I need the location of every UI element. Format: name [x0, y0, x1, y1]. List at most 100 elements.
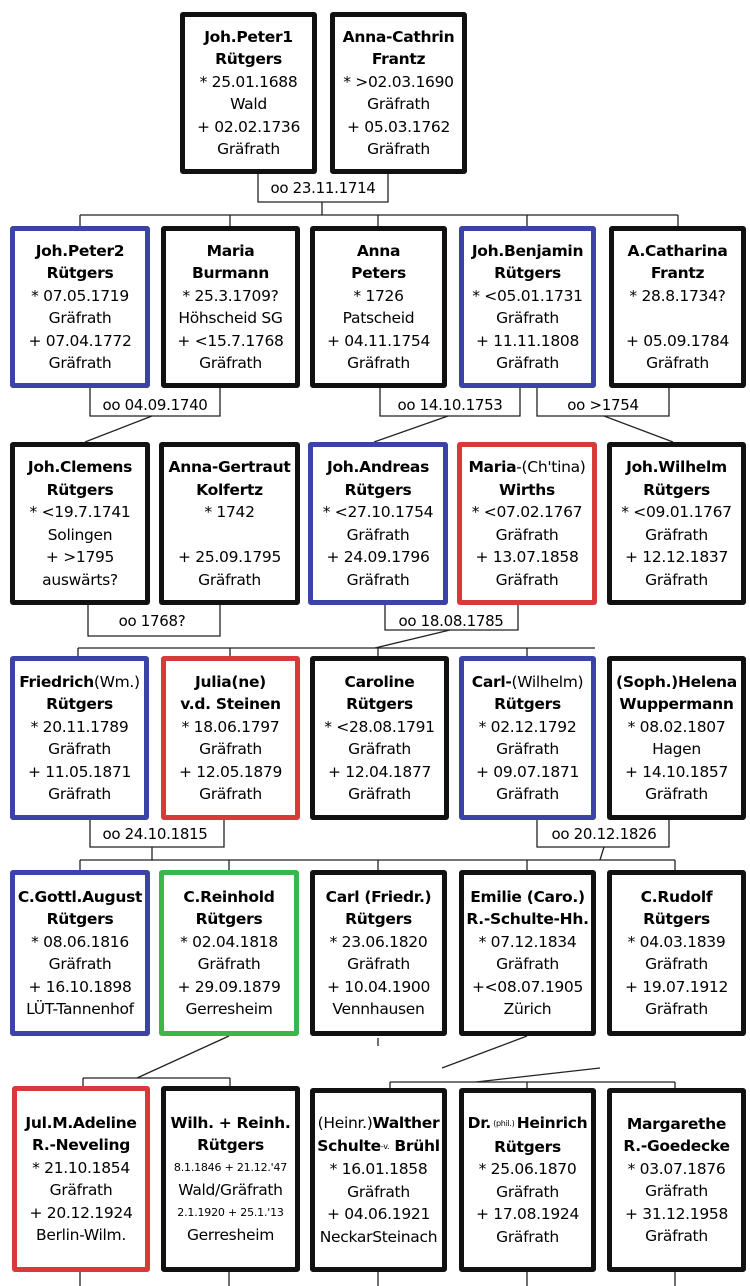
- person-card: Emilie (Caro.) R.-Schulte-Hh. * 07.12.18…: [459, 870, 596, 1036]
- person-detail: Gräfrath: [496, 955, 559, 973]
- person-detail: * 25.3.1709?: [182, 286, 279, 305]
- person-name: Wuppermann: [619, 695, 734, 713]
- person-detail: * <27.10.1754: [322, 503, 434, 521]
- marriage-label: oo 14.10.1753: [397, 396, 503, 414]
- person-detail: Wald: [230, 95, 267, 113]
- person-card: Friedrich(Wm.) Rütgers * 20.11.1789 Gräf…: [10, 656, 149, 820]
- person-card: Carl (Friedr.) Rütgers * 23.06.1820 Gräf…: [310, 870, 447, 1036]
- person-name: Rütgers: [643, 910, 710, 928]
- person-name: Margarethe: [626, 1114, 727, 1133]
- person-detail: * 08.02.1807: [627, 717, 726, 736]
- person-card: Carl-(Wilhelm) Rütgers * 02.12.1792 Gräf…: [459, 656, 596, 820]
- person-name: Burmann: [191, 264, 270, 282]
- person-detail: + >1795: [45, 548, 115, 566]
- person-detail: + 12.04.1877: [327, 762, 432, 781]
- person-detail: * 18.06.1797: [181, 717, 280, 736]
- person-detail: Gräfrath: [48, 955, 112, 973]
- person-name: Rütgers: [215, 50, 282, 68]
- person-detail: Gräfrath: [367, 140, 430, 158]
- person-name-extra: (Wilhelm): [511, 672, 584, 691]
- person-name: Schulte: [317, 1136, 381, 1155]
- person-name: Rütgers: [46, 264, 114, 282]
- person-detail: Zürich: [503, 1000, 552, 1018]
- marriage-label: oo 24.10.1815: [102, 825, 208, 843]
- person-detail: * 1742: [204, 503, 255, 521]
- person-detail: Gräfrath: [496, 309, 559, 327]
- person-name: (Soph.)Helena: [616, 672, 737, 691]
- person-detail: [614, 307, 741, 330]
- person-detail: + 07.04.1772: [28, 331, 132, 350]
- person-detail: + 12.12.1837: [624, 548, 729, 566]
- person-name: Rütgers: [494, 1137, 561, 1156]
- person-name: C.Gottl.August: [17, 887, 143, 906]
- person-name: Anna: [356, 241, 401, 260]
- person-name: Peters: [351, 264, 406, 282]
- person-detail: + 20.12.1924: [29, 1203, 133, 1222]
- person-detail: Gräfrath: [496, 354, 559, 372]
- person-detail: Gräfrath: [48, 785, 111, 803]
- person-card: Margarethe R.-Goedecke * 03.07.1876 Gräf…: [607, 1088, 746, 1272]
- person-card: Maria-(Ch'tina) Wirths * <07.02.1767 Grä…: [457, 442, 597, 605]
- person-name-extra: -v.: [380, 1141, 390, 1151]
- person-name: C.Reinhold: [183, 887, 275, 906]
- person-detail: Gräfrath: [645, 955, 708, 973]
- person-detail: Gräfrath: [346, 570, 410, 589]
- person-name-extra: (Wm.): [93, 672, 140, 691]
- person-detail: +<08.07.1905: [471, 977, 584, 996]
- person-detail: * 28.8.1734?: [629, 286, 726, 305]
- person-name: Rütgers: [344, 480, 412, 499]
- person-name: Heinrich: [516, 1114, 588, 1132]
- person-card: Anna-Cathrin Frantz * >02.03.1690 Gräfra…: [330, 12, 467, 174]
- person-name: Caroline: [344, 672, 415, 691]
- person-name-extra: (Heinr.): [317, 1114, 373, 1132]
- person-card: Joh.Peter1 Rütgers * 25.01.1688 Wald + 0…: [180, 12, 317, 174]
- person-detail: * 21.10.1854: [32, 1158, 130, 1177]
- person-detail: * 03.07.1876: [627, 1159, 726, 1178]
- person-detail: Gräfrath: [496, 1182, 559, 1201]
- person-name: Carl-: [471, 672, 512, 691]
- person-detail: Höhscheid SG: [178, 309, 283, 327]
- person-detail: * 08.06.1816: [31, 932, 129, 951]
- person-card: Caroline Rütgers * <28.08.1791 Gräfrath …: [310, 656, 449, 820]
- person-detail: + 09.07.1871: [475, 762, 580, 781]
- person-detail: Patscheid: [342, 309, 415, 327]
- person-detail: Gräfrath: [198, 570, 261, 589]
- person-name: Maria: [206, 241, 255, 260]
- person-card: Wilh. + Reinh. Rütgers 8.1.1846 + 21.12.…: [161, 1086, 300, 1272]
- person-card: Anna Peters * 1726 Patscheid + 04.11.175…: [310, 226, 447, 388]
- person-detail: + <15.7.1768: [177, 331, 284, 350]
- person-name: Rütgers: [345, 910, 412, 928]
- person-detail: Gräfrath: [645, 1227, 708, 1245]
- person-card: Joh.Peter2 Rütgers * 07.05.1719 Gräfrath…: [10, 226, 150, 388]
- person-detail: Gräfrath: [199, 785, 262, 803]
- person-detail: Gräfrath: [217, 140, 280, 158]
- person-detail: + 12.05.1879: [178, 762, 283, 781]
- person-detail: Gerresheim: [185, 1000, 273, 1018]
- person-detail: * 07.12.1834: [478, 932, 577, 951]
- person-detail: auswärts?: [42, 570, 118, 589]
- person-detail: + 02.02.1736: [196, 117, 301, 136]
- person-name: v.d. Steinen: [180, 695, 281, 713]
- person-detail: * 07.05.1719: [31, 286, 129, 305]
- person-detail: Gräfrath: [645, 1000, 708, 1018]
- person-name: Kolfertz: [196, 480, 263, 499]
- person-name: Joh.Clemens: [27, 458, 133, 476]
- person-detail: * <07.02.1767: [471, 503, 583, 521]
- person-detail: + 11.05.1871: [27, 762, 132, 781]
- person-detail: * 23.06.1820: [329, 932, 428, 951]
- person-name: Julia(ne): [195, 672, 266, 691]
- person-detail: Gräfrath: [348, 785, 411, 803]
- marriage-label: oo 20.12.1826: [551, 825, 657, 843]
- person-card: (Heinr.)Walther Schulte-v. Brühl * 16.01…: [310, 1088, 447, 1272]
- person-detail: Gräfrath: [496, 1227, 559, 1246]
- person-detail: Gräfrath: [496, 785, 559, 803]
- person-name: Rütgers: [195, 910, 263, 928]
- person-card: Joh.Andreas Rütgers * <27.10.1754 Gräfra…: [308, 442, 448, 605]
- person-detail: + 04.06.1921: [326, 1205, 431, 1223]
- person-detail: Gräfrath: [646, 354, 709, 372]
- person-detail: Gräfrath: [347, 955, 410, 973]
- person-detail: + 17.08.1924: [475, 1205, 580, 1223]
- person-name: Rütgers: [46, 480, 114, 499]
- person-detail: Solingen: [47, 525, 113, 544]
